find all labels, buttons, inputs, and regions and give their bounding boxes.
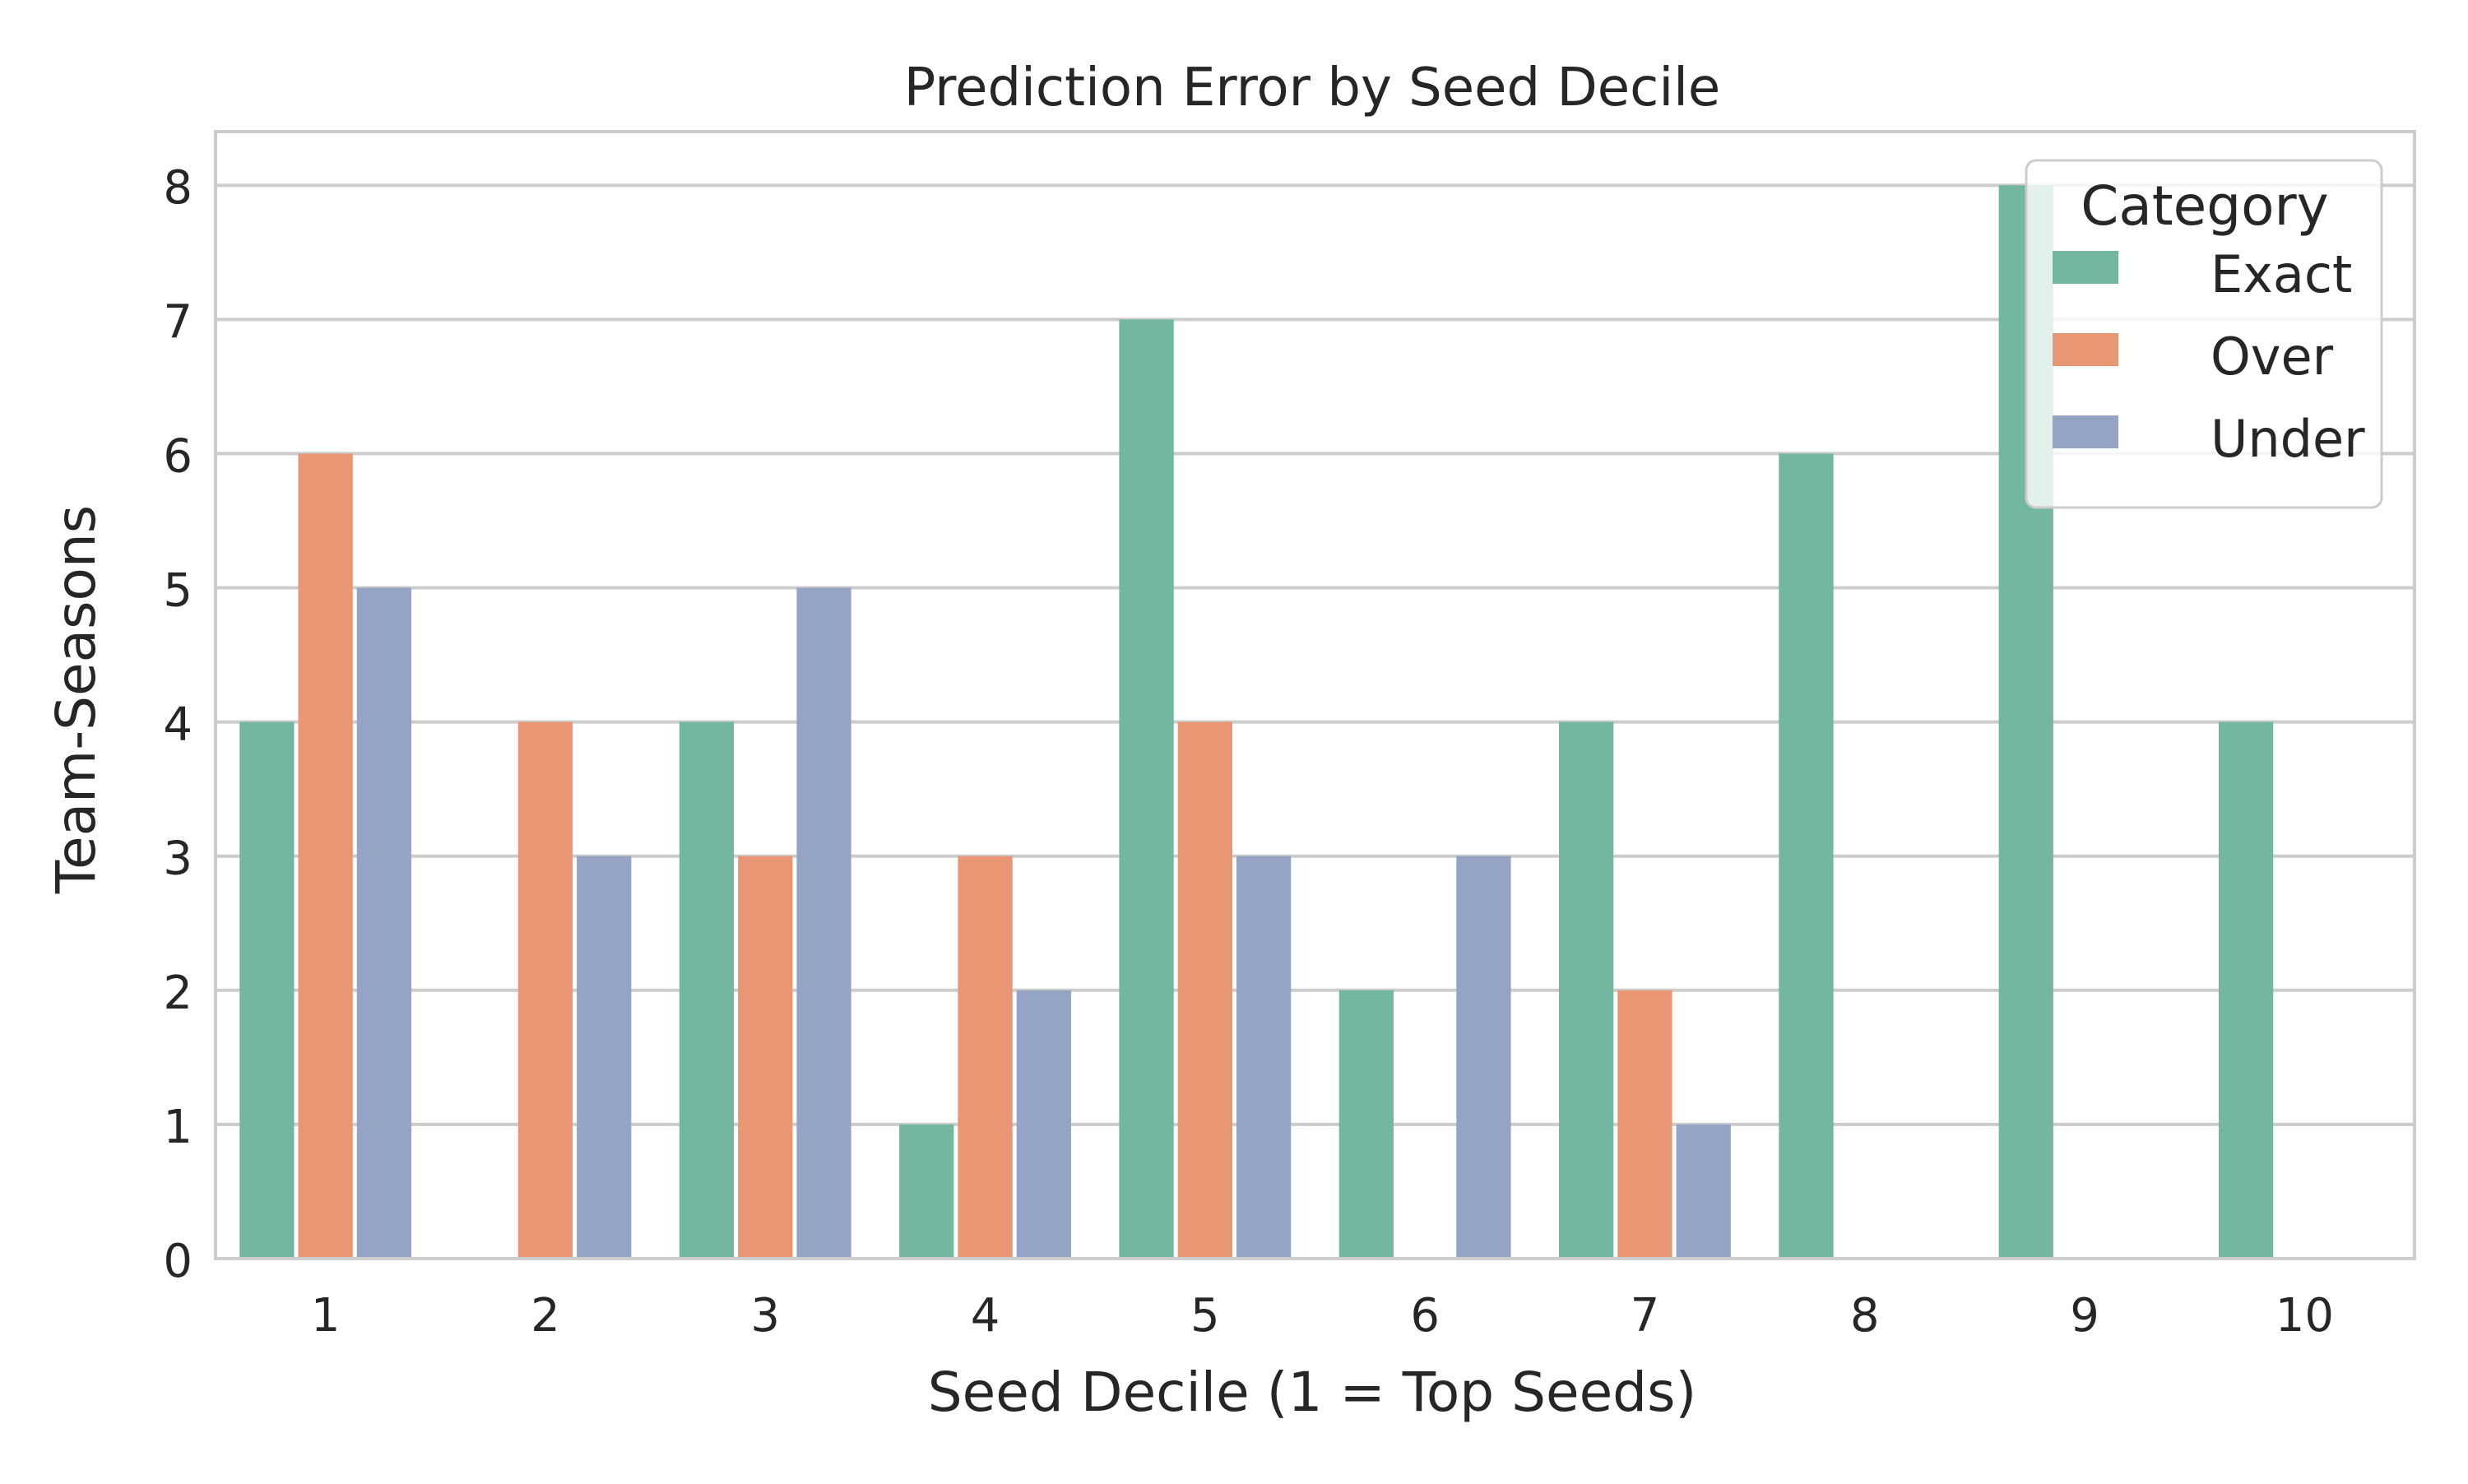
bar-exact-10 xyxy=(2218,721,2274,1259)
legend-label-under: Under xyxy=(2211,409,2365,469)
y-tick-label: 2 xyxy=(163,967,193,1020)
bar-exact-6 xyxy=(1338,990,1394,1259)
bar-exact-8 xyxy=(1779,453,1834,1259)
y-axis-label: Team-Seasons xyxy=(44,505,108,894)
y-tick-label: 4 xyxy=(163,698,193,752)
legend-swatch-exact xyxy=(2053,251,2118,284)
x-tick-label: 4 xyxy=(971,1289,1000,1343)
chart-title: Prediction Error by Seed Decile xyxy=(904,58,1721,118)
bar-over-3 xyxy=(738,856,793,1259)
y-tick-label: 3 xyxy=(163,832,193,886)
y-tick-label: 6 xyxy=(163,429,193,483)
legend-items: Exact Over Under xyxy=(2053,244,2365,469)
x-tick-label: 2 xyxy=(531,1289,560,1343)
bars xyxy=(239,185,2274,1259)
plot-frame xyxy=(214,130,2416,1260)
y-tick-label: 1 xyxy=(163,1101,193,1154)
bar-exact-3 xyxy=(679,721,735,1259)
x-tick-label: 1 xyxy=(311,1289,341,1343)
bar-exact-4 xyxy=(899,1124,954,1259)
legend-swatch-under xyxy=(2053,415,2118,448)
legend-swatch-over xyxy=(2053,333,2118,366)
bar-exact-5 xyxy=(1119,319,1174,1259)
bar-under-2 xyxy=(577,856,632,1259)
legend-title: Category xyxy=(2081,174,2328,238)
bar-over-1 xyxy=(298,453,353,1259)
x-tick-label: 3 xyxy=(750,1289,780,1343)
y-tick-label: 7 xyxy=(163,295,193,349)
bar-over-5 xyxy=(1177,721,1232,1259)
x-tick-label: 5 xyxy=(1190,1289,1220,1343)
x-tick-label: 9 xyxy=(2070,1289,2099,1343)
bar-over-4 xyxy=(958,856,1013,1259)
y-tick-label: 5 xyxy=(163,564,193,618)
x-tick-label: 6 xyxy=(1410,1289,1440,1343)
legend: Category Exact Over Under xyxy=(2025,159,2383,509)
bar-exact-7 xyxy=(1559,721,1614,1259)
y-tick-label: 0 xyxy=(163,1235,193,1288)
y-tick-label: 8 xyxy=(163,161,193,215)
bar-under-1 xyxy=(356,587,412,1259)
bar-over-7 xyxy=(1617,990,1672,1259)
bar-under-5 xyxy=(1236,856,1292,1259)
bar-under-4 xyxy=(1016,990,1071,1259)
x-axis-label: Seed Decile (1 = Top Seeds) xyxy=(928,1361,1696,1424)
tick-labels: 0 1 2 3 4 5 6 7 8 1 2 3 4 5 6 7 8 9 10 xyxy=(163,161,2334,1343)
bar-exact-1 xyxy=(239,721,295,1259)
x-tick-label: 8 xyxy=(1850,1289,1880,1343)
legend-label-over: Over xyxy=(2211,327,2334,387)
legend-label-exact: Exact xyxy=(2211,244,2352,304)
x-tick-label: 7 xyxy=(1631,1289,1660,1343)
bar-under-3 xyxy=(796,587,851,1259)
bar-under-6 xyxy=(1456,856,1511,1259)
bar-over-2 xyxy=(517,721,573,1259)
bar-under-7 xyxy=(1676,1124,1731,1259)
x-tick-label: 10 xyxy=(2275,1289,2334,1343)
